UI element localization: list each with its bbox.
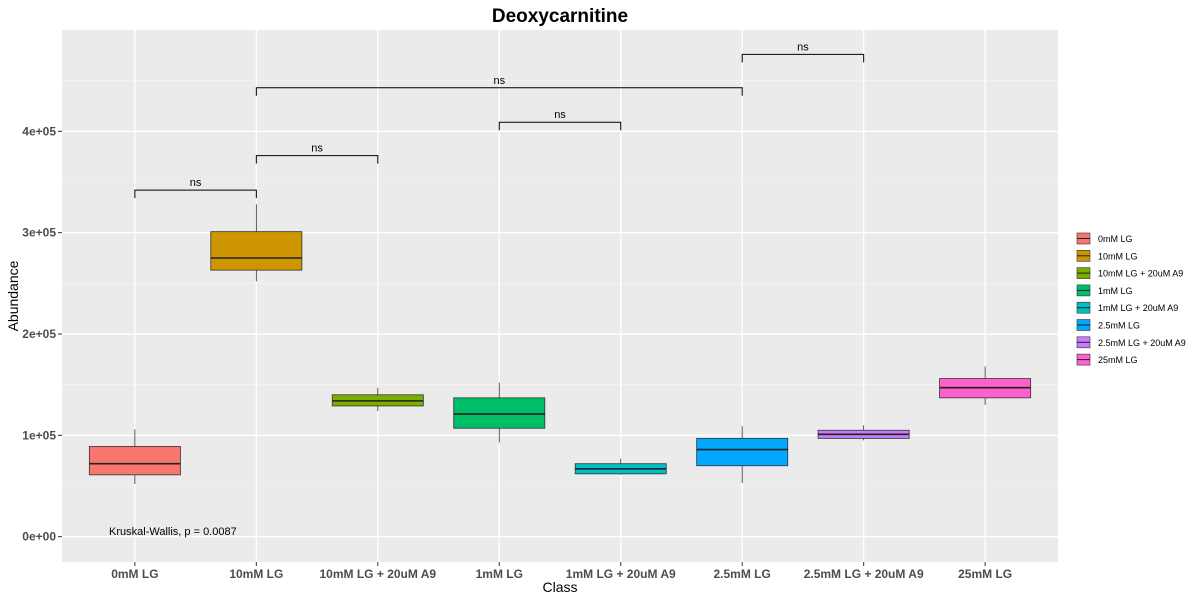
bracket-line (255, 155, 379, 164)
box-body (88, 446, 181, 476)
legend-label: 25mM LG (1098, 355, 1138, 365)
chart-title: Deoxycarnitine (492, 6, 628, 27)
box-body (453, 397, 546, 429)
box-2-5mm-lg (696, 426, 789, 483)
bracket-line (741, 53, 865, 63)
plot-panel (62, 30, 1058, 562)
box-2-5mm-lg-20um-a9 (817, 425, 910, 441)
box-body (696, 437, 789, 467)
x-tick-label: 10mM LG (229, 567, 283, 581)
box-1mm-lg-20um-a9 (574, 458, 667, 475)
y-tick-label: 4e+05 (22, 124, 56, 138)
y-tick-label: 2e+05 (22, 327, 56, 341)
box-10mm-lg-20um-a9 (331, 387, 424, 412)
box-body (210, 231, 303, 271)
x-axis-title: Class (542, 579, 577, 595)
y-tick-label: 0e+00 (22, 530, 56, 544)
legend-label: 1mM LG (1098, 286, 1133, 296)
legend-item: 0mM LG (1076, 232, 1133, 245)
y-tick-label: 3e+05 (22, 226, 56, 240)
box-25mm-lg (939, 366, 1032, 405)
legend-label: 2.5mM LG + 20uM A9 (1098, 338, 1186, 348)
comparison-bracket: ns (255, 143, 379, 164)
bracket-label: ns (190, 177, 202, 189)
y-axis-title: Abundance (5, 260, 21, 331)
bracket-label: ns (311, 143, 323, 155)
comparison-bracket: ns (134, 177, 257, 199)
bracket-line (134, 189, 257, 199)
legend-label: 0mM LG (1098, 234, 1133, 244)
minor-gridlines (62, 80, 1058, 487)
legend-item: 10mM LG + 20uM A9 (1076, 267, 1183, 279)
y-tick-label: 1e+05 (22, 428, 56, 442)
x-tick-label: 1mM LG (476, 567, 523, 581)
legend-item: 10mM LG (1076, 250, 1138, 262)
bracket-line (498, 121, 622, 131)
legend-label: 1mM LG + 20uM A9 (1098, 303, 1178, 313)
box-1mm-lg (453, 382, 546, 443)
box-0mm-lg (88, 429, 181, 484)
x-tick-label: 10mM LG + 20uM A9 (320, 567, 437, 581)
legend-item: 1mM LG + 20uM A9 (1076, 301, 1178, 314)
y-axis: 0e+00 1e+05 2e+05 3e+05 4e+05 (22, 124, 62, 544)
legend-item: 2.5mM LG (1076, 319, 1140, 331)
x-tick-label: 1mM LG + 20uM A9 (566, 567, 676, 581)
comparison-brackets: ns ns ns ns ns (134, 41, 865, 199)
x-tick-label: 25mM LG (958, 567, 1012, 581)
legend-label: 10mM LG + 20uM A9 (1098, 269, 1183, 279)
legend: 0mM LG 10mM LG 10mM LG + 20uM A9 1mM LG 1mM … (1076, 232, 1186, 366)
box-10mm-lg (210, 204, 303, 282)
x-tick-label: 2.5mM LG (714, 567, 771, 581)
bracket-line (255, 87, 743, 96)
comparison-bracket: ns (255, 75, 743, 96)
kruskal-wallis-annotation: Kruskal-Wallis, p = 0.0087 (109, 526, 237, 538)
x-tick-label: 2.5mM LG + 20uM A9 (804, 567, 924, 581)
legend-label: 2.5mM LG (1098, 321, 1140, 331)
boxes (88, 204, 1032, 484)
legend-item: 2.5mM LG + 20uM A9 (1076, 336, 1186, 349)
bracket-label: ns (797, 41, 809, 53)
x-axis: 0mM LG 10mM LG 10mM LG + 20uM A9 1mM LG 1mM … (111, 562, 1012, 581)
comparison-bracket: ns (741, 41, 865, 63)
legend-label: 10mM LG (1098, 251, 1138, 261)
legend-item: 25mM LG (1076, 353, 1138, 366)
comparison-bracket: ns (498, 109, 622, 131)
x-tick-label: 0mM LG (111, 567, 158, 581)
bracket-label: ns (493, 75, 505, 87)
bracket-label: ns (554, 109, 566, 121)
legend-item: 1mM LG (1076, 284, 1133, 297)
